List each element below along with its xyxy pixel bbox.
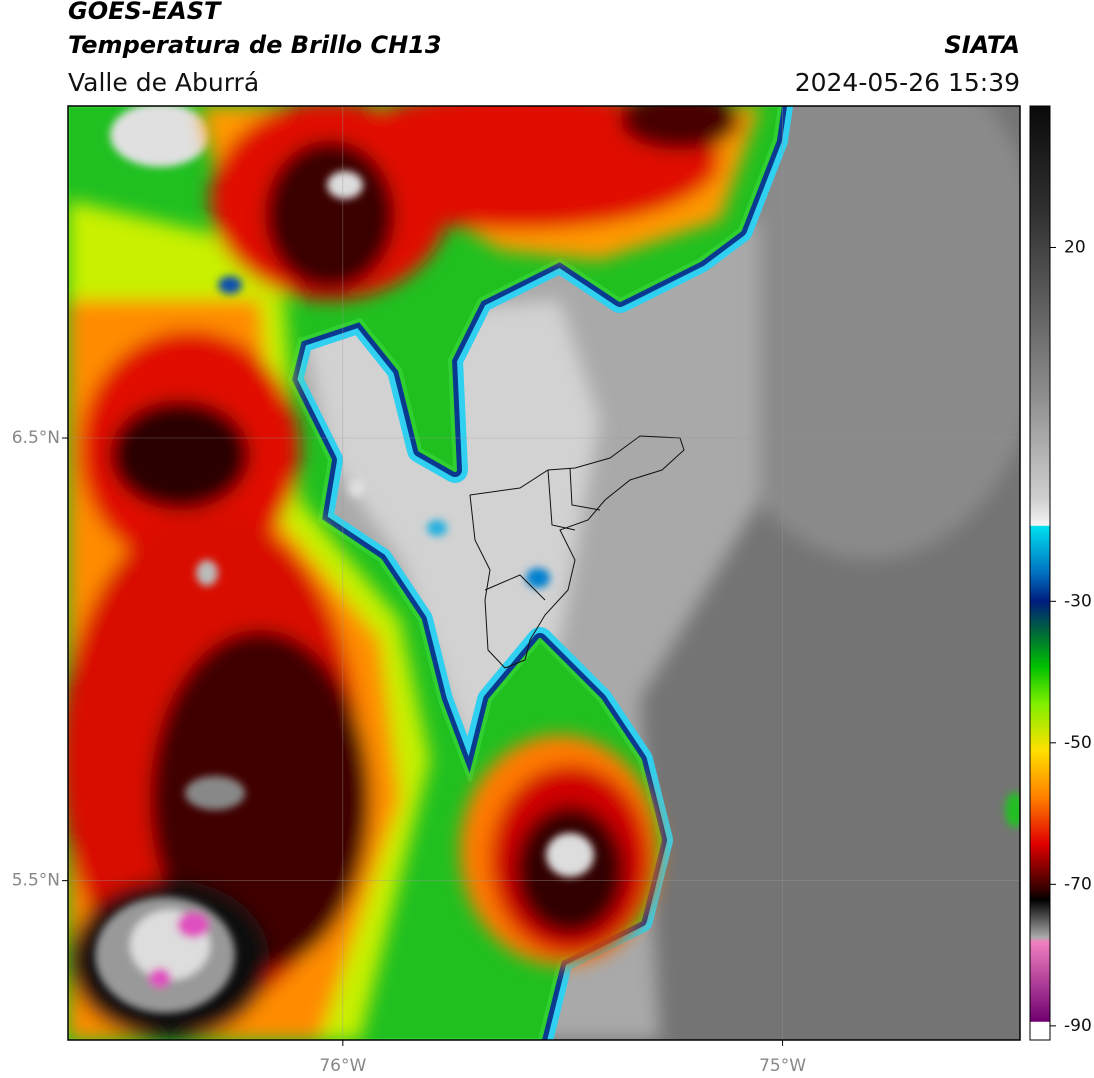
datetime: 2024-05-26 15:39 [795, 68, 1020, 97]
x-tick-label: 76°W [319, 1056, 366, 1076]
colorbar-tick-label: -90 [1064, 1016, 1092, 1036]
map-frame [67, 105, 1021, 1041]
colorbar [1029, 105, 1051, 1041]
title: GOES-EAST [68, 0, 222, 25]
colorbar-tick-label: -70 [1064, 874, 1092, 894]
satellite-image [68, 106, 1020, 1040]
source: SIATA [944, 31, 1020, 59]
y-tick-label: 6.5°N [12, 428, 60, 448]
colorbar-tick-label: -30 [1064, 591, 1092, 611]
region: Valle de Aburrá [68, 68, 259, 97]
y-tick-label: 5.5°N [12, 871, 60, 891]
grid [68, 106, 1020, 1040]
product: Temperatura de Brillo CH13 [68, 31, 442, 59]
colorbar-tick-label: -50 [1064, 733, 1092, 753]
colorbar-tick-label: 20 [1064, 238, 1086, 258]
x-tick-label: 75°W [759, 1056, 806, 1076]
